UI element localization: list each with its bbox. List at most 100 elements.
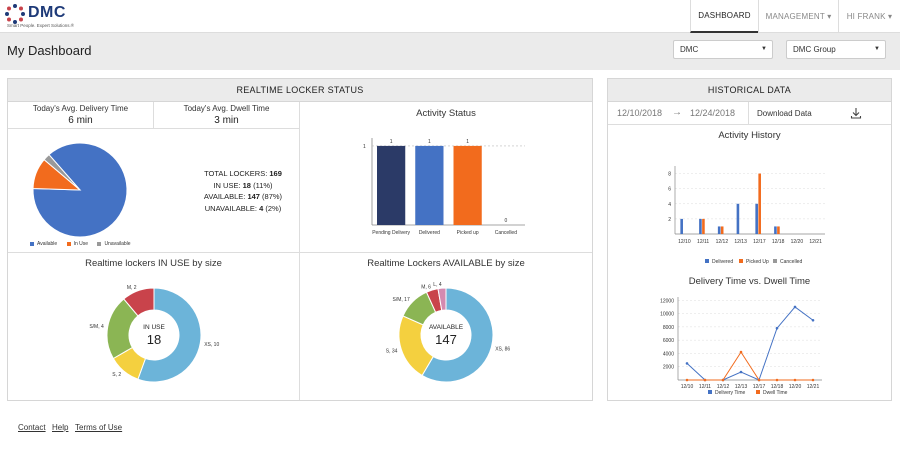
x-tick-label: 12/11: [697, 239, 709, 245]
x-tick-label: 12/17: [753, 384, 766, 390]
site-select[interactable]: DMC ▼: [673, 40, 773, 59]
footer-contact-link[interactable]: Contact: [18, 423, 46, 432]
y-tick-label: 1: [363, 144, 366, 150]
logo-dots-icon: [5, 4, 25, 24]
bar-pending-delivery: [377, 145, 406, 225]
divider: [608, 124, 891, 125]
y-tick-label: 4: [668, 202, 671, 208]
point: [793, 378, 797, 382]
point: [811, 318, 815, 322]
date-from-input[interactable]: 12/10/2018: [617, 108, 663, 118]
divider: [299, 102, 300, 400]
slice-label: M, 6: [421, 284, 431, 290]
x-tick-label: 12/10: [681, 384, 694, 390]
point: [685, 362, 689, 365]
donut-center-value: 18: [147, 332, 161, 347]
top-navbar: DMC Smart People. Expert Solutions.® DAS…: [0, 0, 900, 33]
avg-dwell-label: Today's Avg. Dwell Time: [183, 104, 270, 113]
nav-management[interactable]: MANAGEMENT ▾: [758, 0, 838, 33]
realtime-locker-panel: REALTIME LOCKER STATUS: [7, 78, 593, 401]
slice-label: S/M, 17: [393, 297, 410, 303]
donut-hole: [129, 310, 179, 360]
y-tick-label: 6000: [663, 338, 674, 344]
date-to-input[interactable]: 12/24/2018: [690, 108, 736, 118]
legend-swatch: [773, 259, 777, 263]
bar-picked-up: [453, 145, 482, 225]
bar-delivered: [755, 203, 758, 234]
page-title: My Dashboard: [7, 43, 92, 58]
legend-available: Available: [37, 241, 58, 247]
bar-picked-up: [777, 226, 780, 234]
point: [739, 370, 743, 374]
bar-delivered: [415, 145, 444, 225]
point: [685, 378, 689, 382]
x-tick-label: 12/18: [772, 239, 785, 245]
point: [793, 305, 797, 309]
y-tick-label: 4000: [663, 351, 674, 357]
donut-center-value: 147: [435, 332, 457, 347]
nav-dashboard[interactable]: DASHBOARD: [690, 0, 758, 33]
point: [703, 378, 707, 382]
x-tick-label: 12/12: [716, 239, 729, 245]
date-range-arrow: →: [672, 107, 682, 118]
activity-history-bar-chart: 2 4 6 8 12/10 12/11 12/12 12/13 12/17 12/18 12/20 1…: [668, 166, 825, 265]
locker-stats: TOTAL LOCKERS: 169 IN USE: 18 (11%) AVAI…: [188, 168, 298, 214]
legend-swatch: [705, 259, 709, 263]
data-label: 1: [428, 139, 431, 145]
download-data-label[interactable]: Download Data: [757, 109, 812, 118]
footer-help-link[interactable]: Help: [52, 423, 69, 432]
x-tick-label: 12/20: [789, 384, 802, 390]
point: [811, 378, 815, 382]
legend-swatch: [756, 390, 760, 394]
historical-data-panel: HISTORICAL DATA: [607, 78, 892, 401]
legend-unavailable: Unavailable: [104, 241, 131, 247]
group-select[interactable]: DMC Group ▼: [786, 40, 886, 59]
activity-status-title: Activity Status: [416, 108, 476, 119]
group-select-value: DMC Group: [793, 45, 836, 54]
y-tick-label: 2: [668, 217, 671, 223]
divider: [153, 102, 154, 128]
x-tick-label: Cancelled: [495, 230, 517, 236]
locker-status-pie-chart: [32, 142, 128, 238]
activity-history-title: Activity History: [718, 130, 781, 141]
bar-delivered: [774, 226, 777, 234]
slice-label: S, 2: [112, 372, 121, 378]
locker-status-legend: Available In Use Unavailable: [30, 241, 139, 247]
nav-user-menu[interactable]: HI FRANK ▾: [838, 0, 900, 33]
stat-in-use: IN USE: 18 (11%): [213, 180, 273, 190]
pie-slice-unavailable: [43, 153, 81, 191]
dmc-logo[interactable]: DMC Smart People. Expert Solutions.®: [4, 3, 114, 31]
historical-panel-title: HISTORICAL DATA: [608, 79, 891, 102]
point: [757, 378, 761, 382]
legend-label: Cancelled: [780, 259, 802, 265]
bar-picked-up: [720, 226, 724, 234]
slice-label: XS, 86: [495, 346, 510, 352]
data-label: 1: [466, 139, 469, 145]
page-header: My Dashboard DMC ▼ DMC Group ▼: [0, 33, 900, 70]
bar-delivered: [680, 218, 683, 234]
divider: [8, 128, 299, 129]
legend-swatch: [708, 390, 712, 394]
y-tick-label: 6: [668, 187, 671, 193]
legend-label: Dwell Time: [763, 390, 788, 396]
donut-center-label: AVAILABLE: [429, 324, 464, 331]
legend-swatch: [739, 259, 743, 263]
x-tick-label: Delivered: [419, 230, 440, 236]
inuse-size-title: Realtime lockers IN USE by size: [85, 258, 222, 269]
avg-delivery-value: 6 min: [68, 115, 93, 126]
footer-terms-link[interactable]: Terms of Use: [75, 423, 123, 432]
y-tick-label: 12000: [660, 298, 674, 304]
legend-label: Picked Up: [746, 259, 769, 265]
avg-dwell-value: 3 min: [214, 115, 239, 126]
bar-picked-up: [702, 218, 705, 234]
legend-in-use: In Use: [73, 241, 89, 247]
slice-label: S/M, 4: [89, 324, 104, 330]
x-tick-label: 12/21: [809, 239, 822, 245]
realtime-panel-title: REALTIME LOCKER STATUS: [8, 79, 592, 102]
x-tick-label: 12/20: [791, 239, 804, 245]
y-tick-label: 10000: [660, 312, 674, 318]
legend-label: Delivered: [712, 259, 733, 265]
download-icon[interactable]: [850, 107, 862, 119]
bar-delivered: [699, 218, 702, 234]
